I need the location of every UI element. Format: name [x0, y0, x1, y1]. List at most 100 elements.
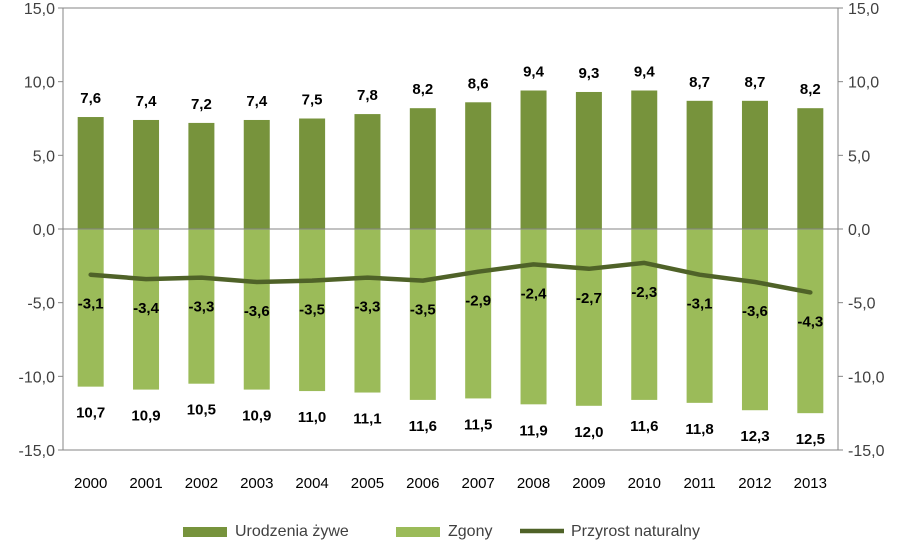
data-label-urodzenia-zywe: 9,3	[578, 65, 599, 82]
right-y-tick-label: 0,0	[848, 222, 870, 239]
bar-urodzenia-zywe	[520, 90, 547, 229]
data-label-zgony: 10,9	[242, 408, 271, 425]
data-label-zgony: 11,6	[630, 418, 658, 435]
data-label-przyrost-naturalny: -3,6	[742, 303, 768, 320]
right-y-tick-label: 5,0	[848, 148, 870, 165]
data-label-urodzenia-zywe: 9,4	[523, 64, 545, 81]
data-label-przyrost-naturalny: -3,4	[133, 300, 160, 317]
data-label-zgony: 10,9	[131, 408, 160, 425]
bar-zgony	[520, 229, 547, 405]
left-y-tick-label: -15,0	[19, 443, 56, 460]
data-label-przyrost-naturalny: -3,5	[410, 302, 436, 319]
left-y-tick-label: 10,0	[24, 75, 55, 92]
data-label-urodzenia-zywe: 8,6	[468, 75, 489, 92]
data-label-przyrost-naturalny: -3,6	[244, 303, 270, 320]
x-tick-label: 2012	[738, 475, 771, 492]
data-label-przyrost-naturalny: -3,5	[299, 302, 325, 319]
data-label-zgony: 11,5	[464, 416, 492, 433]
data-label-zgony: 12,3	[740, 428, 769, 445]
data-label-przyrost-naturalny: -2,4	[521, 285, 548, 302]
data-label-urodzenia-zywe: 7,8	[357, 87, 378, 104]
bar-zgony	[409, 229, 436, 400]
x-tick-label: 2004	[295, 475, 328, 492]
x-tick-label: 2003	[240, 475, 273, 492]
data-label-urodzenia-zywe: 7,5	[302, 92, 323, 109]
bar-urodzenia-zywe	[299, 118, 326, 229]
x-tick-label: 2009	[572, 475, 605, 492]
left-y-tick-label: -10,0	[19, 369, 56, 386]
data-label-urodzenia-zywe: 9,4	[634, 64, 656, 81]
data-label-urodzenia-zywe: 7,6	[80, 90, 101, 107]
x-tick-label: 2011	[683, 475, 715, 492]
data-label-przyrost-naturalny: -2,9	[465, 293, 491, 310]
left-y-tick-label: 5,0	[33, 148, 55, 165]
right-y-tick-label: -10,0	[848, 369, 885, 386]
data-label-urodzenia-zywe: 7,4	[246, 93, 268, 110]
right-y-tick-label: 15,0	[848, 1, 879, 18]
x-tick-label: 2008	[517, 475, 550, 492]
left-y-tick-label: -5,0	[27, 296, 55, 313]
right-y-tick-label: -5,0	[848, 296, 876, 313]
bar-urodzenia-zywe	[575, 91, 602, 229]
bar-urodzenia-zywe	[354, 114, 381, 229]
bar-urodzenia-zywe	[77, 117, 104, 229]
bar-zgony	[243, 229, 270, 390]
legend-label-urodzenia-zywe: Urodzenia żywe	[235, 523, 349, 540]
bar-urodzenia-zywe	[465, 102, 492, 229]
bar-urodzenia-zywe	[686, 100, 713, 229]
bar-urodzenia-zywe	[188, 122, 215, 229]
x-tick-label: 2006	[406, 475, 439, 492]
legend-label-zgony: Zgony	[448, 523, 492, 540]
data-label-przyrost-naturalny: -3,3	[188, 299, 214, 316]
data-label-zgony: 10,5	[187, 402, 216, 419]
bar-zgony	[354, 229, 381, 393]
x-tick-label: 2000	[74, 475, 107, 492]
x-tick-label: 2007	[461, 475, 494, 492]
bar-zgony	[631, 229, 658, 400]
data-label-urodzenia-zywe: 8,7	[689, 74, 710, 91]
bar-urodzenia-zywe	[243, 119, 270, 229]
data-label-zgony: 12,0	[574, 424, 603, 441]
data-label-urodzenia-zywe: 8,2	[412, 81, 433, 98]
data-label-przyrost-naturalny: -2,3	[631, 284, 657, 301]
data-label-urodzenia-zywe: 7,4	[136, 93, 158, 110]
data-label-przyrost-naturalny: -3,3	[355, 299, 381, 316]
bar-zgony	[686, 229, 713, 403]
right-y-tick-label: 10,0	[848, 75, 879, 92]
data-label-zgony: 11,9	[519, 422, 547, 439]
bar-zgony	[188, 229, 215, 384]
data-label-zgony: 12,5	[796, 431, 825, 448]
data-label-przyrost-naturalny: -2,7	[576, 290, 602, 307]
left-y-tick-label: 15,0	[24, 1, 55, 18]
bar-zgony	[133, 229, 160, 390]
bar-zgony	[575, 229, 602, 406]
data-label-zgony: 11,6	[409, 418, 437, 435]
bar-zgony	[797, 229, 824, 414]
x-tick-label: 2013	[794, 475, 827, 492]
bar-zgony	[741, 229, 768, 411]
bar-zgony	[465, 229, 492, 399]
x-tick-label: 2005	[351, 475, 384, 492]
data-label-zgony: 11,0	[298, 409, 326, 426]
bar-urodzenia-zywe	[741, 100, 768, 229]
right-y-tick-label: -15,0	[848, 443, 885, 460]
bar-zgony	[299, 229, 326, 392]
data-label-przyrost-naturalny: -3,1	[687, 296, 713, 313]
line-przyrost-naturalny	[88, 260, 813, 295]
data-label-przyrost-naturalny: -3,1	[78, 296, 104, 313]
data-label-zgony: 10,7	[76, 405, 105, 422]
data-label-urodzenia-zywe: 8,7	[745, 74, 766, 91]
bar-urodzenia-zywe	[797, 108, 824, 229]
bar-urodzenia-zywe	[409, 108, 436, 229]
legend-swatch-zgony	[396, 527, 440, 537]
data-label-urodzenia-zywe: 7,2	[191, 96, 212, 113]
x-tick-label: 2002	[185, 475, 218, 492]
data-label-urodzenia-zywe: 8,2	[800, 81, 821, 98]
bar-urodzenia-zywe	[631, 90, 658, 229]
bar-zgony	[77, 229, 104, 387]
data-label-zgony: 11,1	[353, 411, 381, 428]
legend-swatch-urodzenia-zywe	[183, 527, 227, 537]
data-label-przyrost-naturalny: -4,3	[797, 313, 823, 330]
